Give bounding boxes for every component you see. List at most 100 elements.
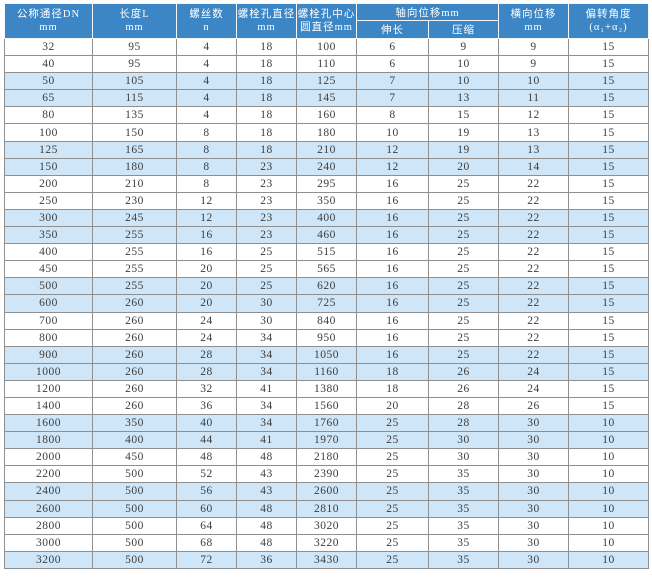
header-compression: 压缩: [428, 20, 499, 39]
header-unit: n: [203, 22, 210, 33]
cell-compression: 25: [428, 243, 499, 262]
cell-deflection-angle: 15: [568, 123, 649, 142]
cell-deflection-angle: 10: [568, 482, 649, 501]
cell-bolt-circle-diameter: 100: [296, 37, 357, 57]
header-label: 螺栓孔中心: [297, 8, 356, 20]
header-unit: mm: [125, 22, 144, 33]
table-row: 1000 260 28 34 1160 18 26 24 15: [4, 362, 649, 381]
table-row: 125 165 8 18 210 12 19 13 15: [4, 140, 649, 159]
cell-dn: 2400: [4, 482, 93, 501]
table-row: 50 105 4 18 125 7 10 10 15: [4, 72, 649, 91]
cell-compression: 25: [428, 345, 499, 364]
cell-dn: 100: [4, 123, 93, 142]
cell-bolt-circle-diameter: 160: [296, 106, 357, 125]
cell-compression: 10: [428, 55, 499, 74]
cell-dn: 2200: [4, 465, 93, 484]
cell-dn: 32: [4, 37, 93, 57]
cell-bolt-circle-diameter: 1970: [296, 431, 357, 450]
cell-bolt-circle-diameter: 180: [296, 123, 357, 142]
cell-bolt-circle-diameter: 1050: [296, 345, 357, 364]
cell-deflection-angle: 15: [568, 157, 649, 176]
cell-compression: 26: [428, 379, 499, 398]
cell-length: 150: [92, 123, 177, 142]
cell-length: 260: [92, 379, 177, 398]
cell-dn: 50: [4, 72, 93, 91]
cell-bolt-circle-diameter: 2600: [296, 482, 357, 501]
cell-screw-count: 68: [176, 533, 237, 552]
cell-screw-count: 4: [176, 55, 237, 74]
cell-extension: 16: [356, 345, 429, 364]
cell-extension: 25: [356, 550, 429, 569]
cell-screw-count: 32: [176, 379, 237, 398]
cell-deflection-angle: 15: [568, 379, 649, 398]
cell-bolt-hole-diameter: 34: [236, 328, 297, 347]
cell-bolt-circle-diameter: 295: [296, 174, 357, 193]
cell-screw-count: 12: [176, 191, 237, 210]
cell-bolt-hole-diameter: 23: [236, 226, 297, 245]
cell-dn: 1400: [4, 396, 93, 416]
cell-dn: 350: [4, 226, 93, 245]
cell-compression: 25: [428, 260, 499, 279]
cell-bolt-circle-diameter: 110: [296, 55, 357, 74]
header-unit: 圆直径mm: [300, 22, 353, 33]
cell-deflection-angle: 15: [568, 106, 649, 125]
cell-extension: 6: [356, 55, 429, 74]
cell-bolt-circle-diameter: 3220: [296, 533, 357, 552]
table-row: 32 95 4 18 100 6 9 9 15: [4, 37, 649, 57]
spec-table: 公称通径DN mm 长度L mm 螺丝数 n 螺栓孔直径 mm 螺栓孔中心 圆直径mm 轴向位移mm…: [4, 3, 649, 569]
cell-deflection-angle: 15: [568, 37, 649, 57]
cell-dn: 1600: [4, 414, 93, 433]
cell-bolt-hole-diameter: 34: [236, 345, 297, 364]
cell-bolt-circle-diameter: 2390: [296, 465, 357, 484]
cell-lateral-displacement: 22: [498, 260, 569, 279]
cell-dn: 600: [4, 294, 93, 313]
cell-lateral-displacement: 22: [498, 174, 569, 193]
cell-compression: 35: [428, 465, 499, 484]
cell-length: 500: [92, 550, 177, 569]
cell-compression: 35: [428, 482, 499, 501]
cell-compression: 26: [428, 362, 499, 381]
cell-lateral-displacement: 30: [498, 516, 569, 535]
cell-bolt-circle-diameter: 400: [296, 208, 357, 228]
cell-extension: 20: [356, 396, 429, 416]
cell-screw-count: 60: [176, 499, 237, 518]
cell-bolt-hole-diameter: 41: [236, 431, 297, 450]
table-header: 公称通径DN mm 长度L mm 螺丝数 n 螺栓孔直径 mm 螺栓孔中心 圆直径mm 轴向位移mm…: [4, 3, 649, 39]
cell-bolt-hole-diameter: 43: [236, 465, 297, 484]
cell-deflection-angle: 15: [568, 174, 649, 193]
cell-lateral-displacement: 30: [498, 448, 569, 467]
header-unit: mm: [39, 22, 58, 33]
header-unit: mm: [524, 22, 543, 33]
cell-deflection-angle: 15: [568, 311, 649, 330]
cell-extension: 10: [356, 123, 429, 142]
cell-bolt-hole-diameter: 18: [236, 140, 297, 159]
cell-length: 400: [92, 431, 177, 450]
cell-deflection-angle: 10: [568, 533, 649, 552]
cell-screw-count: 24: [176, 311, 237, 330]
table-row: 1200 260 32 41 1380 18 26 24 15: [4, 379, 649, 398]
table-row: 65 115 4 18 145 7 13 11 15: [4, 89, 649, 108]
cell-bolt-hole-diameter: 43: [236, 482, 297, 501]
cell-bolt-circle-diameter: 3430: [296, 550, 357, 569]
cell-deflection-angle: 10: [568, 516, 649, 535]
cell-extension: 6: [356, 37, 429, 57]
header-label: 横向位移: [510, 8, 557, 20]
cell-compression: 20: [428, 157, 499, 176]
table-row: 600 260 20 30 725 16 25 22 15: [4, 294, 649, 313]
cell-compression: 35: [428, 550, 499, 569]
cell-deflection-angle: 10: [568, 414, 649, 433]
cell-bolt-circle-diameter: 1380: [296, 379, 357, 398]
header-label: 公称通径DN: [16, 8, 81, 20]
cell-screw-count: 8: [176, 140, 237, 159]
cell-lateral-displacement: 13: [498, 123, 569, 142]
table-row: 40 95 4 18 110 6 10 9 15: [4, 55, 649, 74]
cell-lateral-displacement: 22: [498, 243, 569, 262]
cell-lateral-displacement: 24: [498, 379, 569, 398]
cell-screw-count: 16: [176, 243, 237, 262]
header-deflection-angle: 偏转角度 (α₁+α₂): [568, 3, 649, 39]
cell-dn: 65: [4, 89, 93, 108]
cell-screw-count: 8: [176, 157, 237, 176]
cell-bolt-circle-diameter: 3020: [296, 516, 357, 535]
cell-extension: 12: [356, 140, 429, 159]
cell-lateral-displacement: 22: [498, 208, 569, 228]
